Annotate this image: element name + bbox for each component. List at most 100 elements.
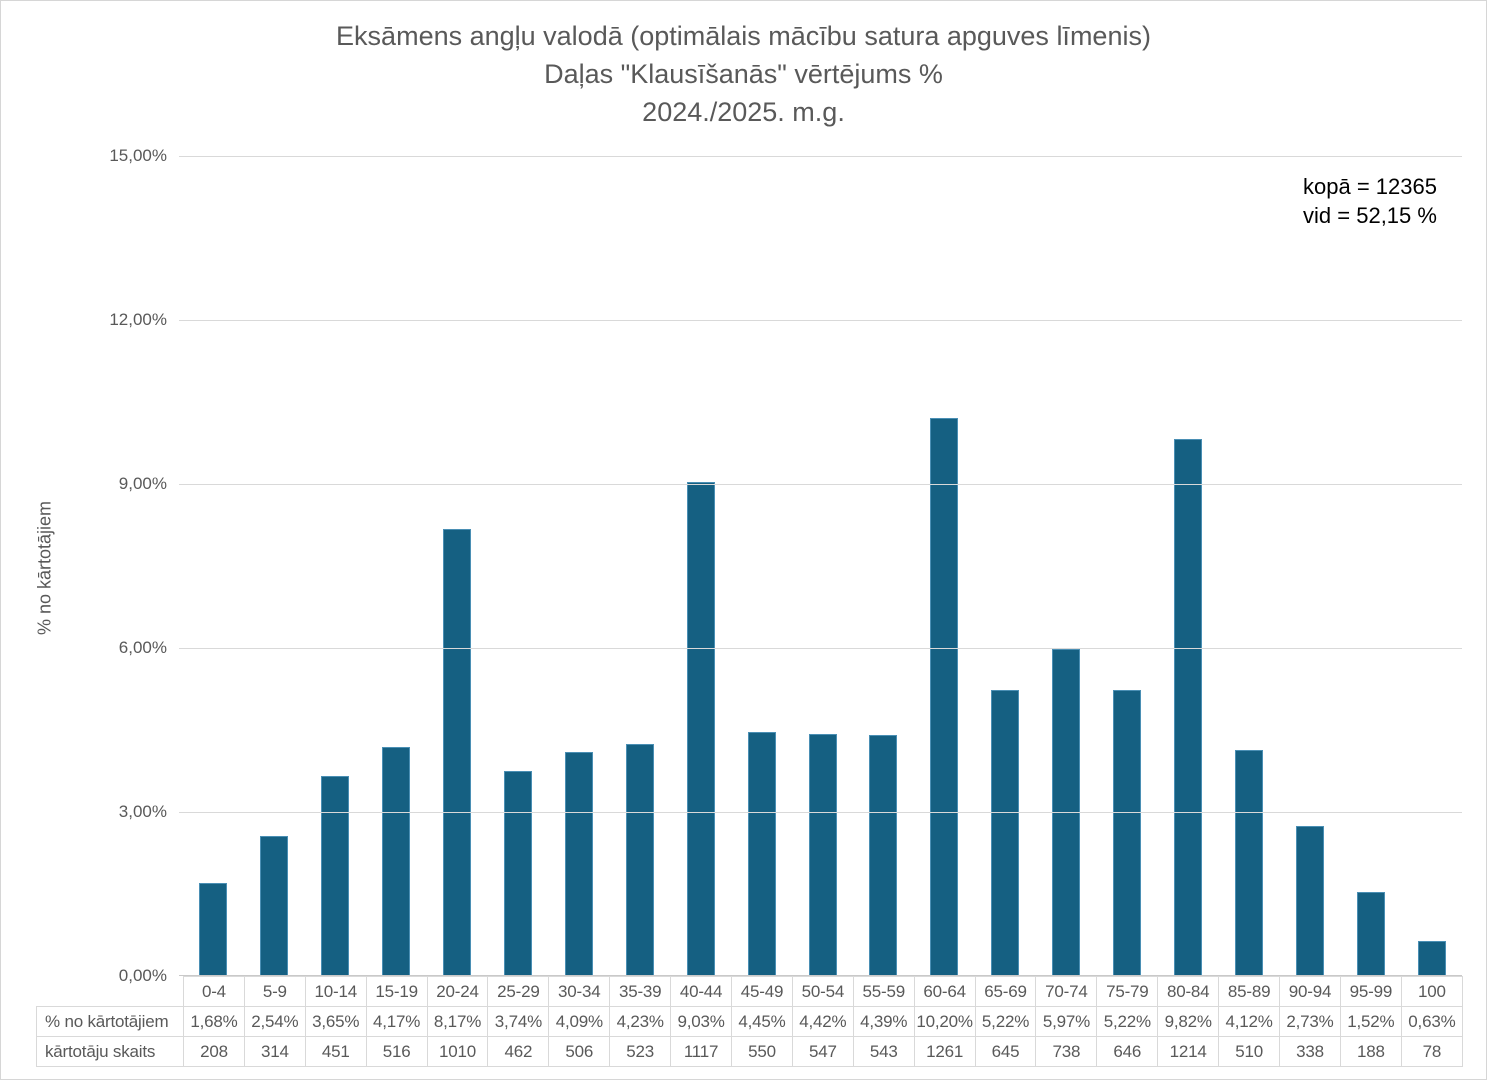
category-row: 0-4 5-9 10-14 15-19 20-24 25-29 30-34 35-39 40-4… bbox=[37, 976, 1464, 1007]
bar-slot bbox=[305, 156, 366, 975]
percent-value-cell: 4,39% bbox=[852, 1006, 915, 1037]
bar-5-9 bbox=[260, 836, 289, 975]
bar-slot bbox=[975, 156, 1036, 975]
bar-40-44 bbox=[686, 481, 715, 975]
bar-slot bbox=[914, 156, 975, 975]
y-axis-tick-label: 12,00% bbox=[109, 310, 167, 329]
bar-65-69 bbox=[991, 690, 1020, 975]
count-value-cell: 645 bbox=[974, 1036, 1037, 1067]
bar-slot bbox=[1158, 156, 1219, 975]
gridline bbox=[179, 484, 1462, 485]
gridline bbox=[179, 320, 1462, 321]
percent-value-cell: 1,68% bbox=[183, 1006, 245, 1037]
gridline bbox=[179, 156, 1462, 157]
y-axis-tick-label: 3,00% bbox=[118, 802, 167, 821]
bar-slot bbox=[792, 156, 853, 975]
row-header-count: kārtotāju skaits bbox=[36, 1036, 184, 1067]
count-value-cell: 451 bbox=[304, 1036, 367, 1067]
category-cell: 70-74 bbox=[1035, 976, 1098, 1007]
bar-slot bbox=[427, 156, 488, 975]
count-row: kārtotāju skaits 208 314 451 516 1010 462 506 52… bbox=[36, 1036, 1464, 1067]
category-cell: 65-69 bbox=[974, 976, 1037, 1007]
percent-value-cell: 5,22% bbox=[974, 1006, 1037, 1037]
bar-45-49 bbox=[747, 732, 776, 975]
category-cell: 30-34 bbox=[548, 976, 611, 1007]
bar-100 bbox=[1417, 940, 1446, 975]
bar-slot bbox=[1097, 156, 1158, 975]
bar-slot bbox=[244, 156, 305, 975]
percent-value-cell: 4,23% bbox=[609, 1006, 672, 1037]
bar-0-4 bbox=[199, 883, 228, 975]
count-value-cell: 78 bbox=[1400, 1036, 1464, 1067]
category-cell: 55-59 bbox=[852, 976, 915, 1007]
bar-slot bbox=[1340, 156, 1401, 975]
category-cell: 10-14 bbox=[304, 976, 367, 1007]
category-cell: 75-79 bbox=[1096, 976, 1159, 1007]
bar-35-39 bbox=[625, 744, 654, 975]
count-value-cell: 208 bbox=[183, 1036, 245, 1067]
count-value-cell: 738 bbox=[1035, 1036, 1098, 1067]
percent-value-cell: 5,97% bbox=[1035, 1006, 1098, 1037]
category-cell: 95-99 bbox=[1339, 976, 1402, 1007]
chart-title-line-3: 2024./2025. m.g. bbox=[642, 97, 845, 127]
chart-title-line-2: Daļas "Klausīšanās" vērtējums % bbox=[544, 59, 943, 89]
bar-slot bbox=[183, 156, 244, 975]
count-value-cell: 338 bbox=[1279, 1036, 1341, 1067]
category-cell: 50-54 bbox=[791, 976, 854, 1007]
bar-25-29 bbox=[503, 770, 532, 975]
category-cell: 100 bbox=[1400, 976, 1464, 1007]
percent-value-cell: 4,42% bbox=[791, 1006, 854, 1037]
bar-55-59 bbox=[869, 735, 898, 975]
y-axis-tick-label: 6,00% bbox=[118, 638, 167, 657]
category-cell: 90-94 bbox=[1279, 976, 1341, 1007]
total-count-label: kopā = 12365 bbox=[1303, 174, 1437, 199]
bar-slot bbox=[853, 156, 914, 975]
count-value-cell: 1214 bbox=[1157, 1036, 1220, 1067]
bar-slot bbox=[1401, 156, 1462, 975]
table-corner-cell bbox=[37, 977, 184, 1007]
bar-slot bbox=[731, 156, 792, 975]
percent-value-cell: 4,12% bbox=[1218, 1006, 1281, 1037]
percent-value-cell: 4,17% bbox=[365, 1006, 428, 1037]
category-cell: 45-49 bbox=[731, 976, 793, 1007]
count-value-cell: 550 bbox=[731, 1036, 793, 1067]
bar-slot bbox=[488, 156, 549, 975]
category-cell: 5-9 bbox=[243, 976, 306, 1007]
y-axis-tick-label: 15,00% bbox=[109, 146, 167, 165]
category-cell: 40-44 bbox=[670, 976, 733, 1007]
category-cell: 15-19 bbox=[365, 976, 428, 1007]
data-table: 0-4 5-9 10-14 15-19 20-24 25-29 30-34 35-39 40-4… bbox=[36, 976, 1464, 1067]
count-value-cell: 510 bbox=[1218, 1036, 1281, 1067]
gridline bbox=[179, 812, 1462, 813]
category-cell: 20-24 bbox=[426, 976, 489, 1007]
bar-series bbox=[183, 156, 1462, 975]
summary-annotation: kopā = 12365 vid = 52,15 % bbox=[1303, 172, 1437, 230]
count-value-cell: 314 bbox=[243, 1036, 306, 1067]
category-cell: 25-29 bbox=[487, 976, 550, 1007]
chart-title-line-1: Eksāmens angļu valodā (optimālais mācību… bbox=[336, 21, 1151, 51]
percent-value-cell: 2,54% bbox=[243, 1006, 306, 1037]
count-value-cell: 1117 bbox=[670, 1036, 733, 1067]
category-cell: 0-4 bbox=[183, 976, 245, 1007]
y-axis-tick-label: 0,00% bbox=[118, 966, 167, 985]
percent-value-cell: 4,45% bbox=[731, 1006, 793, 1037]
percent-value-cell: 3,74% bbox=[487, 1006, 550, 1037]
count-value-cell: 547 bbox=[791, 1036, 854, 1067]
bar-slot bbox=[1218, 156, 1279, 975]
percent-value-cell: 8,17% bbox=[426, 1006, 489, 1037]
plot-area bbox=[179, 156, 1462, 976]
percent-value-cell: 2,73% bbox=[1279, 1006, 1341, 1037]
bar-15-19 bbox=[382, 747, 411, 975]
percent-value-cell: 3,65% bbox=[304, 1006, 367, 1037]
count-value-cell: 523 bbox=[609, 1036, 672, 1067]
count-value-cell: 506 bbox=[548, 1036, 611, 1067]
percent-value-cell: 0,63% bbox=[1400, 1006, 1464, 1037]
bar-slot bbox=[609, 156, 670, 975]
bar-slot bbox=[1036, 156, 1097, 975]
percent-value-cell: 9,03% bbox=[670, 1006, 733, 1037]
percent-value-cell: 10,20% bbox=[913, 1006, 976, 1037]
bar-90-94 bbox=[1295, 825, 1324, 975]
y-axis-title: % no kārtotājiem bbox=[34, 500, 55, 636]
percent-value-cell: 5,22% bbox=[1096, 1006, 1159, 1037]
count-value-cell: 1261 bbox=[913, 1036, 976, 1067]
